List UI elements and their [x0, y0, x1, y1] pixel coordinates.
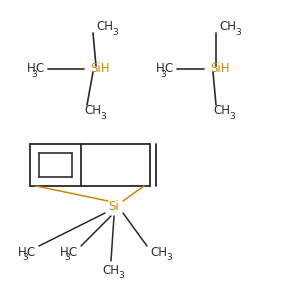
- Text: 3: 3: [22, 253, 28, 262]
- Text: 3: 3: [118, 271, 124, 280]
- Text: 3: 3: [112, 28, 118, 37]
- Text: CH: CH: [219, 20, 236, 34]
- Text: SiH: SiH: [210, 62, 230, 76]
- Text: 3: 3: [230, 112, 235, 121]
- Text: H: H: [18, 245, 27, 259]
- Text: C: C: [26, 245, 34, 259]
- Text: H: H: [156, 62, 165, 76]
- Text: CH: CH: [102, 263, 119, 277]
- Text: SiH: SiH: [90, 62, 110, 76]
- Text: 3: 3: [64, 253, 70, 262]
- Text: H: H: [27, 62, 36, 76]
- Text: C: C: [68, 245, 76, 259]
- Text: 3: 3: [167, 253, 172, 262]
- Text: 3: 3: [100, 112, 106, 121]
- Text: CH: CH: [150, 245, 167, 259]
- Text: 3: 3: [236, 28, 241, 37]
- Text: C: C: [164, 62, 172, 76]
- Text: 3: 3: [31, 70, 37, 79]
- Text: CH: CH: [96, 20, 113, 34]
- Text: H: H: [60, 245, 69, 259]
- Text: CH: CH: [213, 104, 230, 118]
- Text: CH: CH: [84, 104, 101, 118]
- Text: 3: 3: [160, 70, 166, 79]
- Text: C: C: [35, 62, 43, 76]
- Text: Si: Si: [109, 200, 119, 214]
